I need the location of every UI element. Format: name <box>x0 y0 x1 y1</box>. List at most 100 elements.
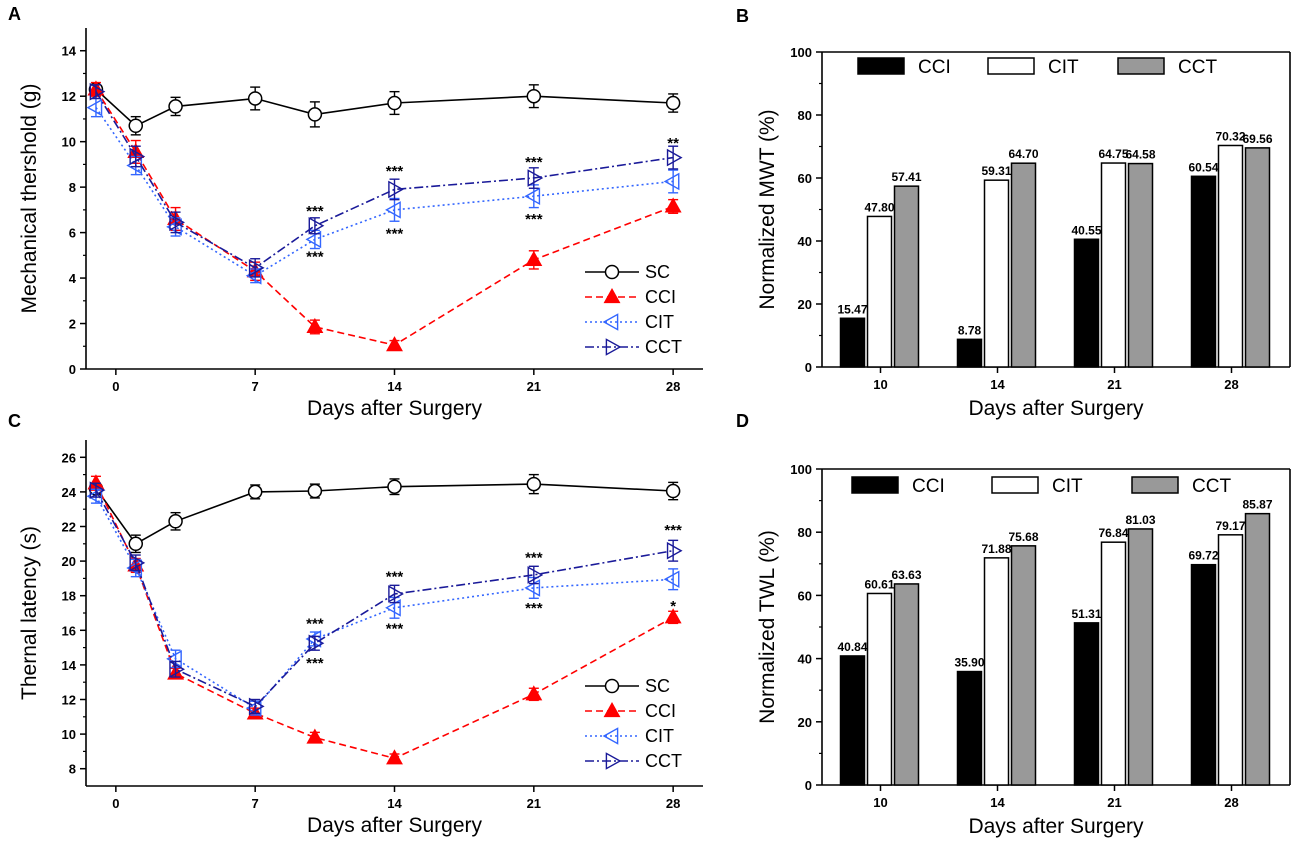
legend-label-sc: SC <box>645 676 670 696</box>
data-point-sc <box>307 107 323 122</box>
x-tick-label: 10 <box>873 377 887 392</box>
bar-value-label: 59.31 <box>981 164 1011 178</box>
x-tick-label: 7 <box>252 379 259 394</box>
significance-marker: *** <box>525 550 543 567</box>
y-tick-label: 20 <box>798 297 812 312</box>
bar-value-label: 57.41 <box>891 170 921 184</box>
panel-letter: D <box>736 411 749 431</box>
data-point-sc <box>168 99 183 114</box>
data-point-sc <box>247 484 263 500</box>
data-point-cci <box>664 608 682 624</box>
legend-swatch-cit <box>991 476 1039 494</box>
y-tick-label: 100 <box>790 45 812 60</box>
bar-cit <box>1100 541 1127 786</box>
panel-letter: B <box>736 6 749 26</box>
x-tick-label: 14 <box>387 379 402 394</box>
bar-cci <box>956 338 983 368</box>
legend-label-cci: CCI <box>645 701 676 721</box>
panel-letter: A <box>8 4 21 24</box>
series-line-cit <box>95 107 674 277</box>
legend-swatch-cct <box>1117 57 1165 75</box>
legend-swatch-cci <box>851 476 899 494</box>
panel-a-line-chart: A 0 2 4 6 8 10 12 14 0 7 14 21 28 Days after Surgery Me… <box>8 4 703 420</box>
legend-label-cct: CCT <box>1192 476 1231 497</box>
data-point-cit <box>663 172 680 191</box>
bar-value-label: 70.32 <box>1215 129 1245 143</box>
x-tick-label: 28 <box>1224 795 1238 810</box>
bar-cct <box>893 185 920 368</box>
legend-label-cct: CCT <box>1178 57 1217 78</box>
x-tick-label: 21 <box>527 796 541 811</box>
series-line-sc <box>95 483 674 545</box>
data-point-sc <box>665 95 681 111</box>
series-line-sc <box>95 88 674 127</box>
legend-marker-cit <box>602 727 619 745</box>
significance-marker: *** <box>386 163 404 180</box>
data-point-cit <box>245 266 262 285</box>
bar-cit <box>983 557 1010 786</box>
legend-label-cit: CIT <box>1048 57 1079 78</box>
y-tick-label: 4 <box>69 271 77 286</box>
y-tick-label: 10 <box>62 727 76 742</box>
x-tick-label: 0 <box>112 796 119 811</box>
legend-marker-cct <box>605 752 622 770</box>
bar-value-label: 40.84 <box>837 640 867 654</box>
bar-cct <box>893 583 920 786</box>
data-point-cct <box>527 566 544 584</box>
y-tick-label: 18 <box>62 589 76 604</box>
significance-marker: *** <box>386 621 404 638</box>
bar-cit <box>1217 534 1244 786</box>
y-tick-label: 0 <box>69 362 76 377</box>
panel-letter: C <box>8 411 21 431</box>
y-tick-label: 24 <box>62 485 77 500</box>
x-tick-label: 21 <box>527 379 541 394</box>
bar-value-label: 85.87 <box>1242 498 1272 512</box>
x-tick-label: 7 <box>252 796 259 811</box>
legend-label-cit: CIT <box>1052 476 1083 497</box>
data-point-cci <box>525 685 543 701</box>
bar-cct <box>1010 162 1037 368</box>
y-axis-title: Thernal latency (s) <box>18 526 41 700</box>
y-tick-label: 16 <box>62 623 76 638</box>
bar-value-label: 60.61 <box>864 577 894 591</box>
data-point-cci <box>306 728 324 744</box>
bar-cct <box>1127 528 1154 786</box>
data-point-cct <box>129 554 146 572</box>
bar-cci <box>956 670 983 786</box>
data-point-cit <box>663 570 680 589</box>
y-tick-label: 60 <box>798 588 812 603</box>
series-line-cit <box>95 495 674 710</box>
data-point-cit <box>385 599 401 617</box>
bar-cit <box>1217 144 1244 368</box>
legend-label-cct: CCT <box>645 751 682 771</box>
significance-marker: *** <box>386 569 404 586</box>
y-tick-label: 2 <box>69 317 76 332</box>
data-point-cct <box>89 82 106 101</box>
data-point-cit <box>86 98 103 117</box>
significance-marker: *** <box>525 154 543 171</box>
legend-label-cci: CCI <box>918 57 951 78</box>
legend-marker-cit <box>602 313 619 331</box>
data-point-cct <box>169 213 185 232</box>
data-point-sc <box>665 483 681 499</box>
data-point-cct <box>308 216 325 235</box>
legend-label-cci: CCI <box>645 287 676 307</box>
x-tick-label: 10 <box>873 795 887 810</box>
panel-b-bar-chart: B 0 20 40 60 80 100 10 15.47 47.80 57.41 14 8.78 59.3… <box>736 6 1291 420</box>
legend-marker-sc <box>604 264 620 280</box>
series-line-cci <box>95 88 674 346</box>
bar-value-label: 64.75 <box>1098 147 1128 161</box>
y-tick-label: 8 <box>69 762 76 777</box>
y-tick-label: 6 <box>69 226 76 241</box>
y-tick-label: 100 <box>790 462 812 477</box>
y-tick-label: 12 <box>62 693 76 708</box>
data-point-cci <box>664 197 682 213</box>
y-tick-label: 14 <box>62 44 77 59</box>
bar-cct <box>1010 545 1037 786</box>
x-tick-label: 28 <box>666 796 680 811</box>
x-tick-label: 14 <box>990 795 1005 810</box>
bar-cct <box>1127 162 1154 368</box>
y-tick-label: 22 <box>62 520 76 535</box>
bar-cit <box>866 592 893 786</box>
